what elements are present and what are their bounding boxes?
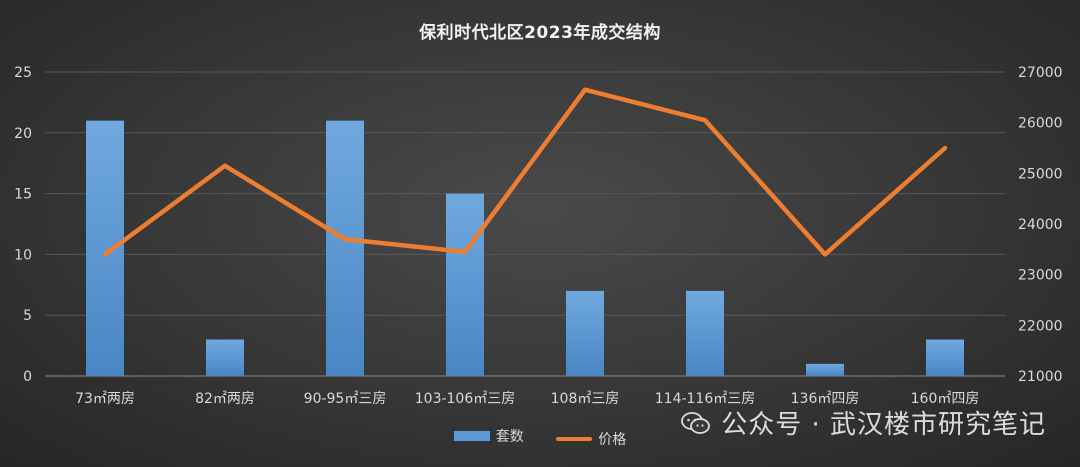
bar-series <box>86 120 964 376</box>
wechat-icon <box>681 411 711 434</box>
price-point <box>343 237 347 242</box>
x-axis-tick-label: 103-106㎡三房 <box>415 391 516 407</box>
price-point <box>703 118 707 123</box>
right-axis-tick-label: 25000 <box>1018 166 1063 182</box>
right-axis-tick-label: 21000 <box>1018 369 1063 385</box>
chart-title: 保利时代北区2023年成交结构 <box>419 23 661 43</box>
right-axis-tick-label: 23000 <box>1018 268 1063 284</box>
right-axis-ticks: 21000 22000 23000 24000 25000 26000 27000 <box>1018 65 1063 385</box>
bar <box>566 290 604 376</box>
grid-lines <box>45 71 1005 377</box>
price-point <box>943 146 947 150</box>
x-axis-tick-label: 108㎡三房 <box>551 391 620 407</box>
price-line <box>102 87 948 257</box>
price-point <box>463 249 467 254</box>
x-axis-tick-label: 114-116㎡三房 <box>655 391 756 407</box>
legend-label-line: 价格 <box>598 432 627 448</box>
x-axis-tick-label: 90-95㎡三房 <box>304 391 387 407</box>
bar <box>326 120 364 376</box>
price-point <box>823 252 827 257</box>
bar <box>446 193 484 376</box>
left-axis-tick-label: 0 <box>23 369 32 385</box>
x-axis-tick-label: 82㎡两房 <box>195 391 255 407</box>
left-axis-tick-label: 25 <box>14 65 32 81</box>
legend-item-line: 价格 <box>556 429 626 449</box>
legend: 套数 价格 <box>0 426 1080 449</box>
bar <box>806 363 844 376</box>
left-axis-tick-label: 5 <box>23 308 32 324</box>
left-axis-tick-label: 20 <box>14 126 32 142</box>
x-axis-tick-label: 73㎡两房 <box>75 391 135 407</box>
legend-swatch-bar <box>453 431 490 441</box>
right-axis-tick-label: 22000 <box>1018 318 1063 334</box>
watermark: 公众号 · 武汉楼市研究笔记 <box>681 404 1046 441</box>
legend-item-bar: 套数 <box>453 426 524 446</box>
price-point <box>223 163 227 168</box>
x-axis-tick-label: 136㎡四房 <box>791 391 860 407</box>
legend-swatch-line <box>556 437 593 441</box>
x-axis-labels: 73㎡两房 82㎡两房 90-95㎡三房 103-106㎡三房 108㎡三房 114-11… <box>75 391 979 407</box>
left-axis-ticks: 0 5 10 15 20 25 <box>14 65 32 385</box>
bar <box>206 339 244 376</box>
bar <box>86 120 124 376</box>
bar <box>926 339 964 376</box>
watermark-text: 公众号 · 武汉楼市研究笔记 <box>721 410 1046 440</box>
x-axis-tick-label: 160㎡四房 <box>911 391 980 407</box>
left-axis-tick-label: 10 <box>14 247 32 263</box>
right-axis-tick-label: 26000 <box>1018 116 1063 132</box>
bar <box>686 290 724 376</box>
legend-label-bar: 套数 <box>495 429 524 445</box>
right-axis-tick-label: 24000 <box>1018 217 1063 233</box>
price-point <box>103 252 107 257</box>
line-series <box>102 87 948 257</box>
right-axis-tick-label: 27000 <box>1018 65 1063 81</box>
price-point <box>583 87 587 92</box>
left-axis-tick-label: 15 <box>14 187 32 203</box>
